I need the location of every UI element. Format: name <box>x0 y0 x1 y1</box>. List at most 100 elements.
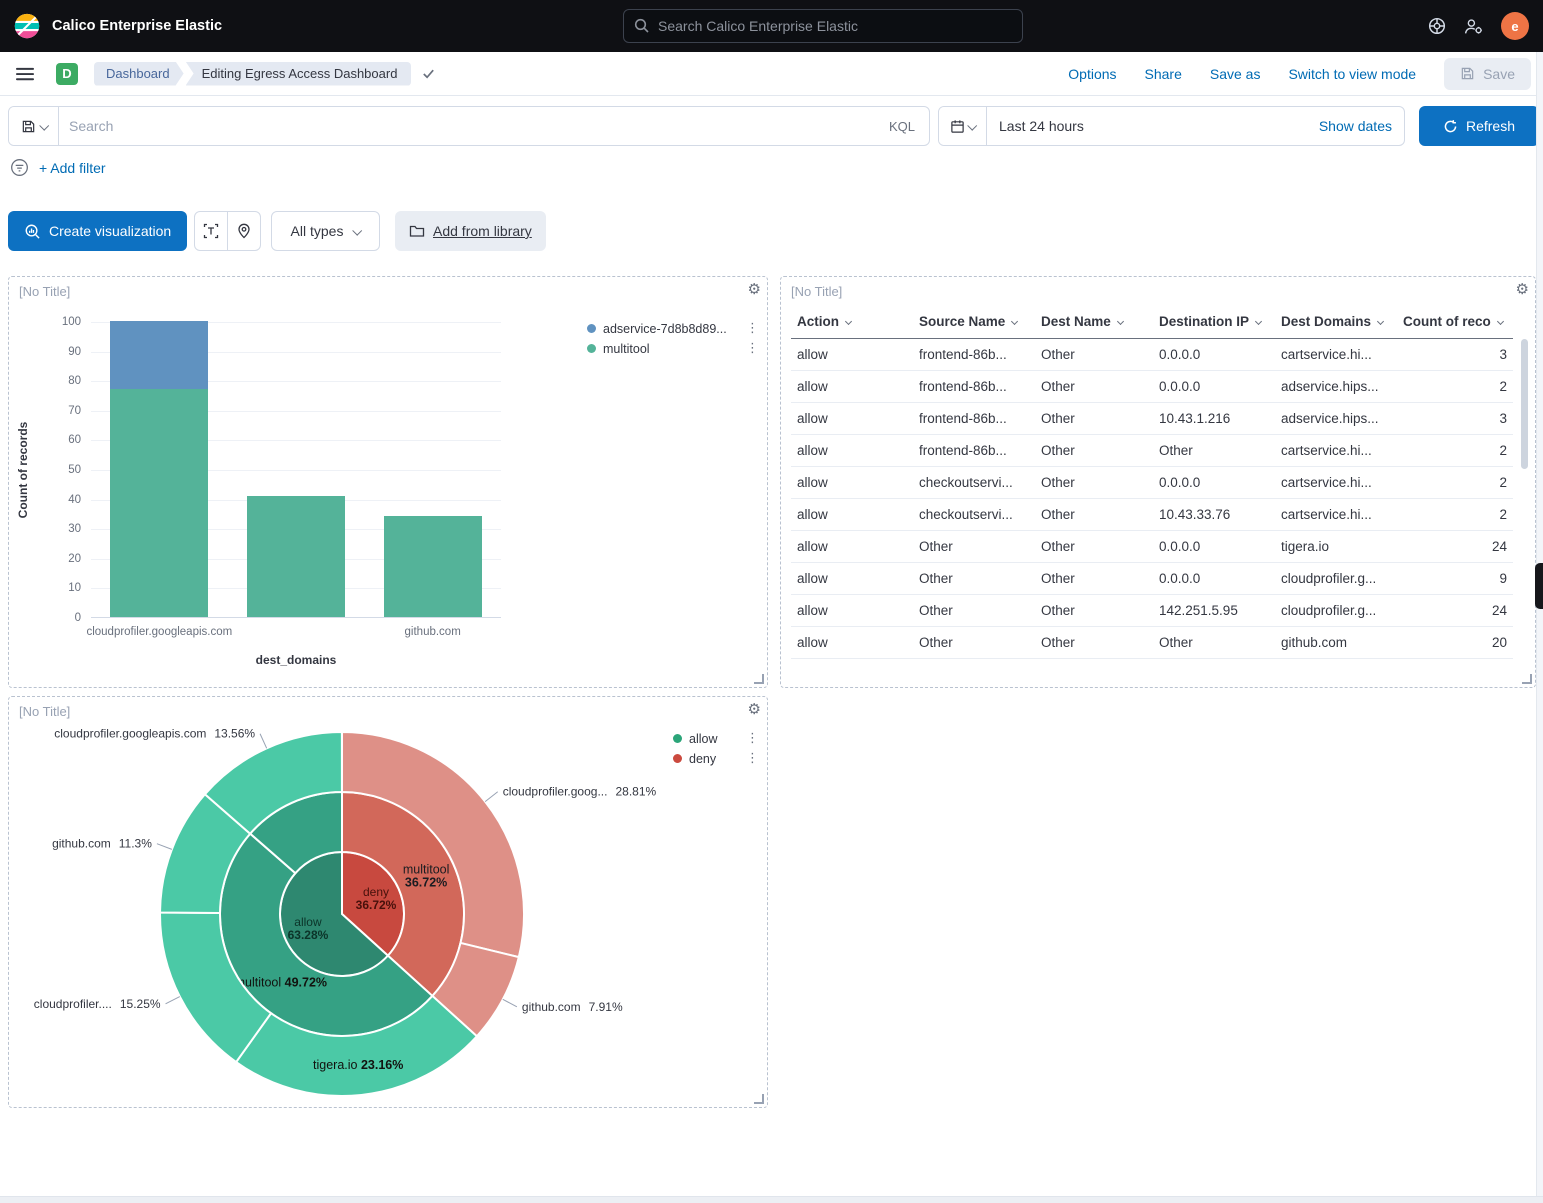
global-search[interactable] <box>623 9 1023 43</box>
legend-item[interactable]: deny ⋮ <box>673 751 759 766</box>
vertical-scrollbar-track[interactable] <box>1536 52 1543 1196</box>
bar-chart-plot <box>91 321 501 618</box>
breadcrumb-current[interactable]: Editing Egress Access Dashboard <box>185 61 412 86</box>
filter-icon[interactable] <box>10 158 29 177</box>
table-cell: allow <box>791 338 913 371</box>
add-text-button[interactable] <box>194 211 228 251</box>
dashboard-app-icon[interactable]: D <box>56 62 78 85</box>
kql-language-button[interactable]: KQL <box>888 118 915 134</box>
save-button[interactable]: Save <box>1444 57 1531 90</box>
table-row[interactable]: allow checkoutservi... Other 0.0.0.0 cartser… <box>791 466 1513 499</box>
table-column-header[interactable]: Dest Name <box>1035 305 1153 339</box>
horizontal-scrollbar-track[interactable] <box>0 1196 1543 1203</box>
column-header-label: Dest Name <box>1041 314 1111 329</box>
table-column-header[interactable]: Destination IP <box>1153 305 1275 339</box>
legend-actions-icon[interactable]: ⋮ <box>746 731 759 746</box>
pie-chart-legend: allow ⋮ deny ⋮ <box>673 731 759 766</box>
sunburst-label: tigera.io 23.16% <box>313 1058 403 1072</box>
legend-actions-icon[interactable]: ⋮ <box>746 321 759 336</box>
users-roles-icon[interactable] <box>1464 18 1483 35</box>
table-row[interactable]: allow Other Other 142.251.5.95 cloudprofiler… <box>791 594 1513 627</box>
date-picker-button[interactable] <box>939 107 987 145</box>
table-cell: cloudprofiler.g... <box>1275 562 1397 595</box>
bar-segment[interactable] <box>247 495 345 617</box>
controls-icon[interactable] <box>1428 17 1446 35</box>
table-row[interactable]: allow frontend-86b... Other 0.0.0.0 cartserv… <box>791 338 1513 371</box>
refresh-button[interactable]: Refresh <box>1419 106 1539 146</box>
table-row[interactable]: allow checkoutservi... Other 10.43.33.76 car… <box>791 498 1513 531</box>
legend-item[interactable]: multitool ⋮ <box>587 341 759 356</box>
table-column-header[interactable]: Action <box>791 305 913 339</box>
table-scrollbar[interactable] <box>1521 339 1528 469</box>
show-dates-link[interactable]: Show dates <box>1318 118 1392 134</box>
x-tick-label: cloudprofiler.googleapis.com <box>86 626 233 638</box>
table-cell: Other <box>1035 466 1153 499</box>
table-row[interactable]: allow frontend-86b... Other Other cartservic… <box>791 434 1513 467</box>
table-row[interactable]: allow Other Other 0.0.0.0 cloudprofiler.g...… <box>791 562 1513 595</box>
table-column-header[interactable]: Count of reco <box>1397 305 1513 339</box>
table-cell: 20 <box>1397 626 1513 659</box>
sunburst-segment[interactable] <box>341 730 525 959</box>
column-header-label: Action <box>797 314 839 329</box>
add-map-button[interactable] <box>227 211 261 251</box>
sort-caret-icon <box>1254 317 1263 326</box>
top-header-bar: Calico Enterprise Elastic <box>0 0 1543 52</box>
flows-table-head-row: Action Source Name Dest Name Destination IP… <box>791 305 1513 339</box>
user-avatar[interactable]: e <box>1501 12 1529 40</box>
legend-item[interactable]: allow ⋮ <box>673 731 759 746</box>
breadcrumb-check-icon[interactable] <box>421 66 436 81</box>
sunburst-segment[interactable] <box>203 730 343 836</box>
search-icon <box>634 18 650 34</box>
table-cell: allow <box>791 626 913 659</box>
table-cell: 10.43.33.76 <box>1153 498 1275 531</box>
table-row[interactable]: allow Other Other Other github.com 20 <box>791 626 1513 659</box>
table-column-header[interactable]: Dest Domains <box>1275 305 1397 339</box>
table-cell: Other <box>1035 562 1153 595</box>
share-link[interactable]: Share <box>1144 65 1182 82</box>
gridline <box>91 381 501 383</box>
legend-actions-icon[interactable]: ⋮ <box>746 341 759 356</box>
table-cell: Other <box>1035 434 1153 467</box>
nav-bar: D Dashboard Editing Egress Access Dashbo… <box>0 52 1543 96</box>
panel-resize-handle[interactable] <box>1522 674 1532 684</box>
collapsed-side-tab[interactable] <box>1535 563 1543 609</box>
add-filter-link[interactable]: + Add filter <box>39 159 106 176</box>
chevron-down-icon <box>38 120 49 131</box>
table-row[interactable]: allow frontend-86b... Other 0.0.0.0 adservic… <box>791 370 1513 403</box>
panel-resize-handle[interactable] <box>754 674 764 684</box>
table-row[interactable]: allow frontend-86b... Other 10.43.1.216 adse… <box>791 402 1513 435</box>
table-cell: 3 <box>1397 402 1513 435</box>
table-column-header[interactable]: Source Name <box>913 305 1035 339</box>
switch-to-view-mode-link[interactable]: Switch to view mode <box>1288 65 1417 82</box>
panel-settings-gear-icon[interactable]: ⚙ <box>747 280 761 298</box>
panel-settings-gear-icon[interactable]: ⚙ <box>747 700 761 718</box>
bar-column <box>247 495 345 617</box>
menu-hamburger-icon[interactable] <box>16 65 34 83</box>
bar-segment[interactable] <box>110 321 209 390</box>
all-types-dropdown[interactable]: All types <box>271 211 380 251</box>
panel-settings-gear-icon[interactable]: ⚙ <box>1515 280 1529 298</box>
kql-query-input[interactable] <box>59 118 875 134</box>
breadcrumb-dashboard[interactable]: Dashboard <box>94 62 184 86</box>
flows-table-body: allow frontend-86b... Other 0.0.0.0 cartserv… <box>791 338 1513 659</box>
callout-line <box>484 791 499 802</box>
legend-actions-icon[interactable]: ⋮ <box>746 751 759 766</box>
table-cell: cartservice.hi... <box>1275 338 1397 371</box>
saved-query-button[interactable] <box>9 107 59 145</box>
create-visualization-button[interactable]: Create visualization <box>8 211 188 251</box>
elastic-logo-icon[interactable] <box>14 13 40 39</box>
panel-resize-handle[interactable] <box>754 1094 764 1104</box>
table-row[interactable]: allow Other Other 0.0.0.0 tigera.io 24 <box>791 530 1513 563</box>
time-range-field[interactable]: Last 24 hours Show dates <box>987 107 1404 145</box>
legend-item[interactable]: adservice-7d8b8d89... ⋮ <box>587 321 759 336</box>
options-link[interactable]: Options <box>1068 65 1117 82</box>
bar-segment[interactable] <box>383 516 482 617</box>
add-from-library-button[interactable]: Add from library <box>395 211 546 251</box>
bar-segment[interactable] <box>110 389 209 617</box>
table-cell: Other <box>1035 498 1153 531</box>
bar-column <box>110 321 209 617</box>
sunburst-label: multitool 49.72% <box>235 976 327 990</box>
save-as-link[interactable]: Save as <box>1209 65 1261 82</box>
y-tick-label: 20 <box>68 552 81 565</box>
global-search-input[interactable] <box>658 18 1012 34</box>
